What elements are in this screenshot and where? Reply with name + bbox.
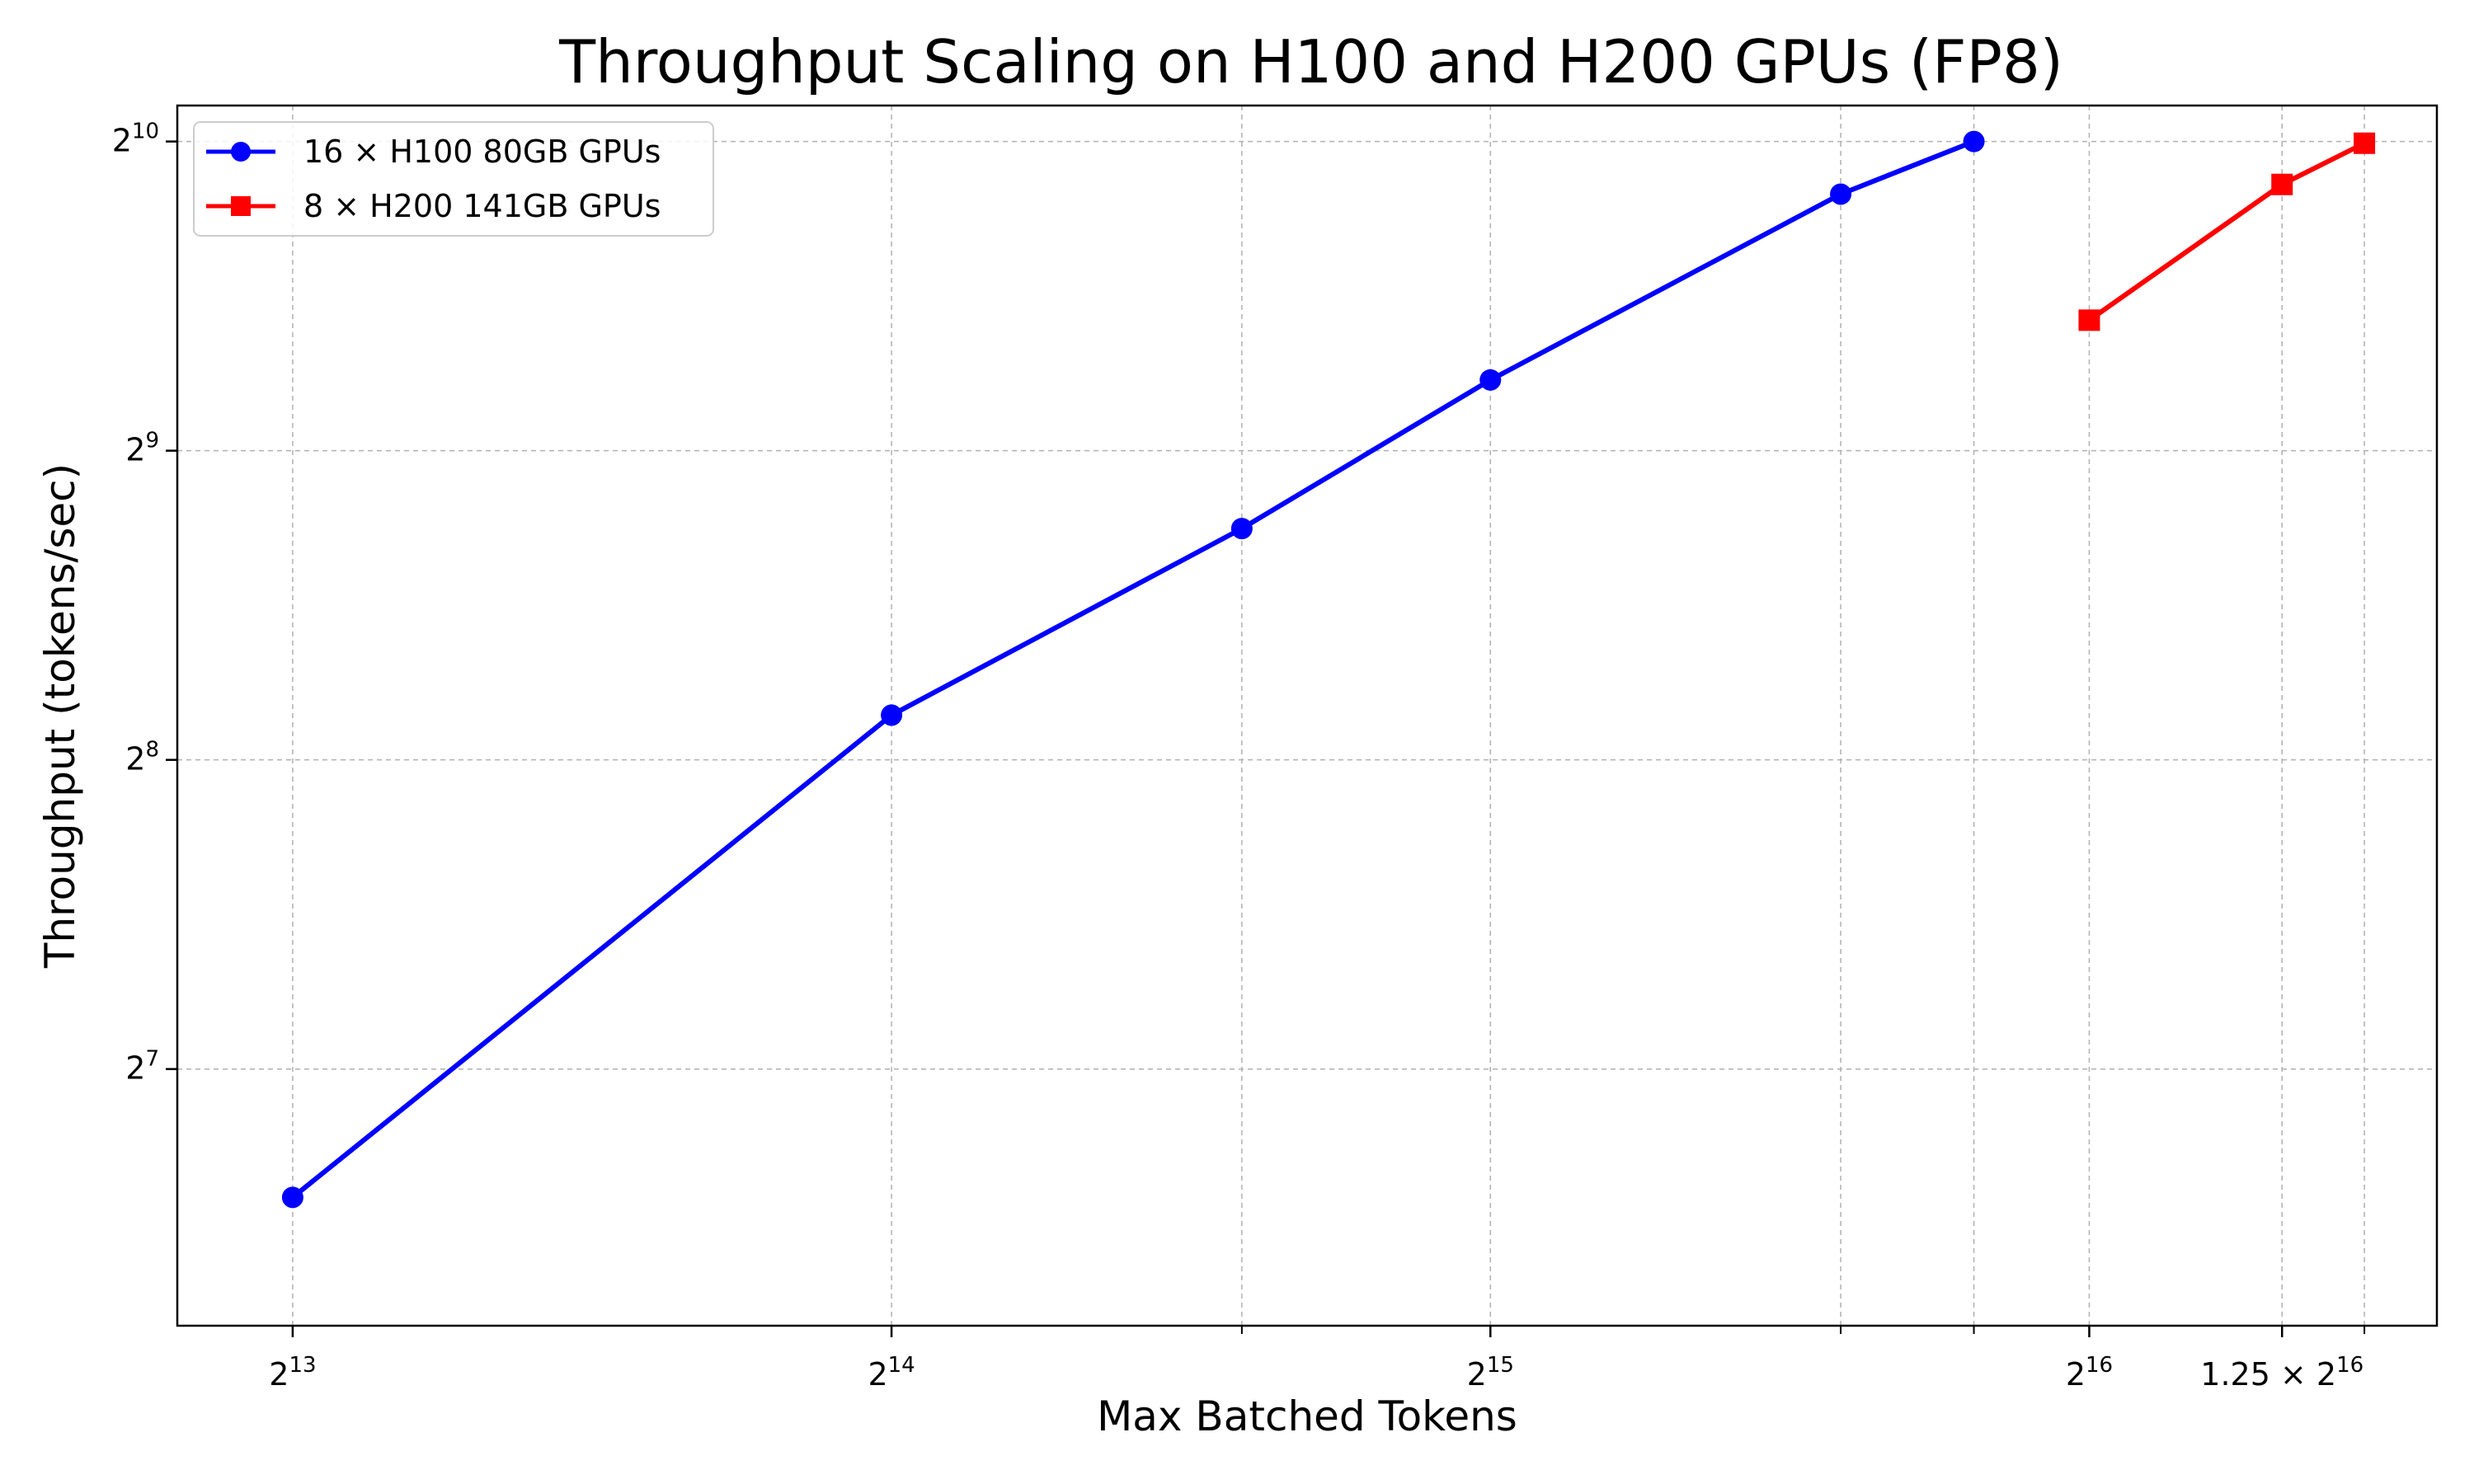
chart-title: Throughput Scaling on H100 and H200 GPUs… [558,27,2063,96]
legend-marker-h200 [231,196,251,216]
series-layer [281,130,2376,1209]
data-point-h100 [281,1186,303,1209]
plot-area-frame [176,104,2439,1327]
x-tick-label: 213 [269,1353,316,1392]
axis-ticks: 213 214 215 216 1.25 × 216 27 28 29 210 [112,120,2366,1392]
legend-box [193,121,714,237]
y-tick-label: 27 [125,1047,159,1087]
x-tick-label: 216 [2066,1353,2113,1392]
series-line-h100 [291,139,1975,1200]
y-axis-label: Throughput (tokens/sec) [36,463,84,969]
data-point-h100 [1830,183,1852,205]
y-tick-label: 210 [112,120,159,159]
legend-marker-h100 [231,142,251,162]
data-point-h100 [1963,130,1985,153]
legend-label-h200: 8 × H200 141GB GPUs [303,188,661,224]
x-axis-label: Max Batched Tokens [1097,1392,1517,1440]
legend-label-h100: 16 × H100 80GB GPUs [303,134,661,170]
y-tick-label: 28 [125,738,159,777]
x-tick-label: 215 [1467,1353,1514,1392]
x-tick-label: 1.25 × 216 [2200,1353,2363,1392]
data-point-h100 [1230,518,1253,540]
data-point-h100 [881,704,903,726]
data-point-h100 [1479,369,1502,391]
data-point-h200 [2354,132,2376,154]
y-tick-label: 29 [125,429,159,468]
data-point-h200 [2271,173,2293,195]
legend: 16 × H100 80GB GPUs 8 × H200 141GB GPUs [193,121,714,237]
data-point-h200 [2078,309,2100,331]
x-tick-label: 214 [868,1353,915,1392]
